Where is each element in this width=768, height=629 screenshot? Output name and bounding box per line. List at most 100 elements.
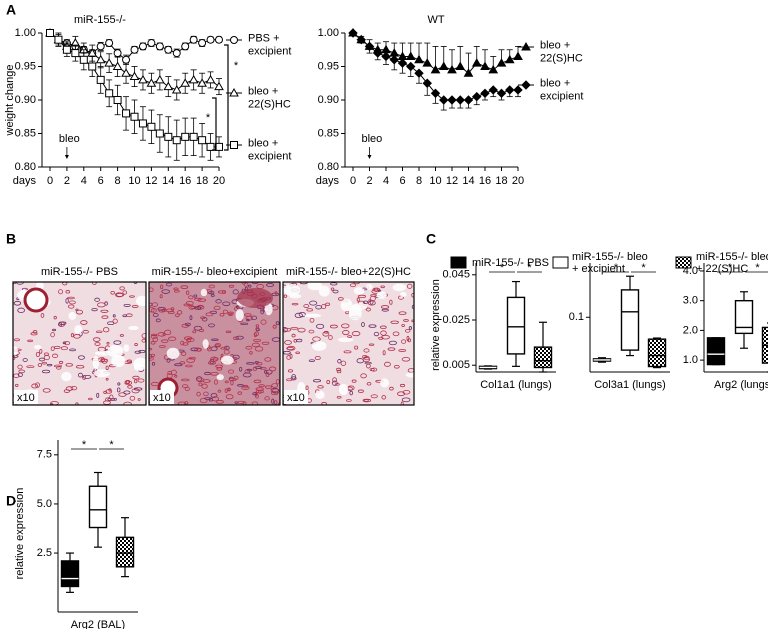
tissue-cell bbox=[336, 369, 342, 374]
legend-marker bbox=[521, 41, 531, 51]
tissue-cell bbox=[404, 329, 411, 333]
legend-label: bleo + excipient bbox=[540, 77, 583, 102]
tissue-cell bbox=[233, 375, 239, 380]
tissue-cell bbox=[70, 333, 74, 338]
y-tick-label: 0.85 bbox=[318, 127, 339, 139]
alveolar-space bbox=[92, 355, 100, 370]
significance-star: * bbox=[614, 262, 619, 274]
data-point bbox=[406, 61, 416, 72]
x-tick-label: 10 bbox=[429, 175, 441, 187]
data-point bbox=[71, 49, 80, 58]
tissue-cell bbox=[64, 341, 71, 346]
data-point bbox=[214, 81, 224, 91]
box bbox=[706, 337, 726, 366]
data-point bbox=[105, 89, 114, 98]
tissue-cell bbox=[255, 394, 259, 399]
legend-label: miR-155-/- PBS bbox=[472, 257, 549, 269]
tissue-cell bbox=[407, 338, 411, 343]
tissue-cell bbox=[151, 361, 156, 366]
tissue-cell bbox=[200, 316, 206, 320]
data-point bbox=[113, 96, 122, 104]
tissue-cell bbox=[308, 329, 315, 334]
data-point bbox=[171, 84, 182, 94]
data-point bbox=[504, 54, 515, 64]
tissue-cell bbox=[364, 361, 372, 365]
data-point bbox=[147, 122, 156, 131]
tissue-cell bbox=[379, 325, 387, 329]
tissue-cell bbox=[381, 334, 390, 340]
tissue-cell bbox=[51, 353, 59, 358]
tissue-cell bbox=[330, 282, 338, 286]
tissue-cell bbox=[39, 349, 43, 354]
tissue-cell bbox=[95, 330, 103, 334]
tissue-texture bbox=[283, 282, 414, 405]
tissue-cell bbox=[174, 363, 183, 367]
tissue-cell bbox=[291, 302, 299, 306]
tissue-cell bbox=[271, 388, 280, 394]
tissue-cell bbox=[159, 284, 164, 290]
tissue-cell bbox=[17, 364, 23, 370]
x-tick-label: 10 bbox=[128, 175, 140, 187]
tissue-cell bbox=[336, 367, 342, 372]
chart-title: miR-155-/- bbox=[74, 14, 126, 26]
alveolar-space bbox=[93, 369, 110, 378]
y-tick-label: 7.5 bbox=[37, 449, 52, 461]
tissue-cell bbox=[124, 380, 133, 386]
tissue-cell bbox=[388, 340, 397, 346]
tissue-cell bbox=[362, 300, 369, 304]
tissue-cell bbox=[102, 327, 110, 333]
tissue-cell bbox=[382, 350, 386, 356]
tissue-cell bbox=[65, 386, 74, 391]
data-point bbox=[122, 109, 131, 118]
tissue-cell bbox=[290, 376, 297, 381]
tissue-cell bbox=[309, 317, 315, 323]
tissue-cell bbox=[360, 373, 367, 379]
tissue-cell bbox=[366, 382, 372, 386]
tissue-cell bbox=[283, 327, 292, 332]
tissue-cell bbox=[392, 331, 400, 337]
tissue-cell bbox=[193, 325, 203, 331]
tissue-cell bbox=[58, 322, 63, 327]
tissue-cell bbox=[60, 346, 68, 351]
magnification-bg bbox=[14, 390, 38, 404]
legend-swatch bbox=[450, 256, 467, 269]
x-tick-label: 4 bbox=[383, 175, 389, 187]
tissue-cell bbox=[82, 375, 87, 380]
data-point bbox=[430, 64, 441, 74]
tissue-cell bbox=[210, 294, 215, 297]
y-tick-label: 2.5 bbox=[37, 547, 52, 559]
tissue-cell bbox=[101, 357, 105, 363]
legend-marker bbox=[230, 141, 238, 149]
x-axis-label: Arg2 (lungs) bbox=[714, 379, 768, 391]
tissue-cell bbox=[228, 312, 233, 317]
tissue-cell bbox=[308, 359, 316, 362]
significance-star: * bbox=[82, 439, 87, 451]
alveolar-space bbox=[136, 295, 146, 307]
tissue-cell bbox=[170, 369, 177, 376]
tissue-cell bbox=[236, 384, 244, 387]
tissue-cell bbox=[133, 379, 138, 384]
tissue-cell bbox=[197, 298, 207, 302]
tissue-cell bbox=[149, 302, 153, 307]
tissue-cell bbox=[152, 313, 159, 318]
alveolar-space bbox=[399, 292, 407, 297]
tissue-cell bbox=[194, 306, 202, 310]
tissue-cell bbox=[290, 326, 299, 330]
tissue-cell bbox=[161, 308, 167, 313]
legend-label: miR-155-/- bleo + 22(S)HC bbox=[696, 251, 768, 275]
tissue-cell bbox=[177, 310, 183, 315]
tissue-cell bbox=[131, 305, 139, 308]
tissue-cell bbox=[53, 364, 62, 368]
x-tick-label: 20 bbox=[512, 175, 524, 187]
tissue-cell bbox=[286, 346, 294, 350]
tissue-cell bbox=[115, 292, 125, 297]
y-tick-label: 1.00 bbox=[318, 27, 339, 39]
tissue-cell bbox=[213, 379, 218, 385]
tissue-cell bbox=[91, 308, 98, 312]
tissue-cell bbox=[65, 363, 73, 367]
data-point bbox=[181, 132, 190, 141]
y-tick-label: 0.025 bbox=[442, 314, 470, 326]
tissue-cell bbox=[88, 397, 93, 401]
legend-marker bbox=[229, 87, 239, 97]
tissue-cell bbox=[264, 385, 273, 389]
